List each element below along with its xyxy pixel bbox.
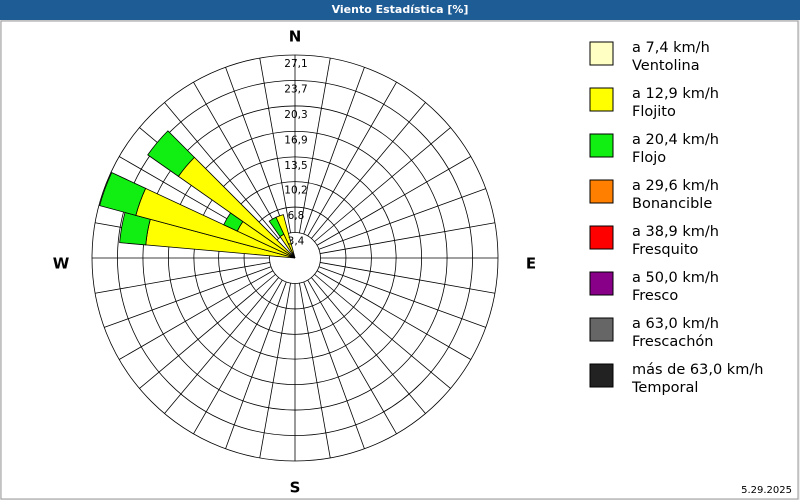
legend-description: Fresquito [632,242,699,258]
spoke [318,188,486,250]
spoke [225,67,287,235]
ring-label: 3,4 [288,236,305,248]
compass-label: E [526,255,536,273]
legend-label: más de 63,0 km/h [632,362,763,378]
spoke [95,262,270,294]
legend-description: Ventolina [632,58,700,74]
legend-swatch [589,317,614,342]
legend-label: a 29,6 km/h [632,178,719,194]
legend-swatch [589,133,614,158]
legend-label: a 38,9 km/h [632,224,719,240]
spoke [118,270,274,360]
ring [218,181,372,335]
legend-description: Bonancible [632,196,712,212]
spoke [164,102,279,239]
spoke [318,266,486,328]
spoke [314,127,451,242]
wedge [147,130,195,177]
spoke [303,67,365,235]
spoke [193,279,283,435]
spoke [311,102,426,239]
spoke [299,58,331,233]
chart-title: Viento Estadística [%] [332,3,469,16]
legend-label: a 12,9 km/h [632,86,719,102]
spoke [311,277,426,414]
title-bar [0,0,800,20]
legend-swatch [589,87,614,112]
legend-swatch [589,41,614,66]
compass-label: W [53,255,70,273]
legend-swatch [589,179,614,204]
ring-label: 27,1 [284,58,307,70]
ring [142,105,448,411]
legend-description: Fresco [632,288,678,304]
compass-label: N [289,28,302,46]
legend-label: a 20,4 km/h [632,132,719,148]
spoke [320,222,495,254]
ring [243,206,347,310]
compass-label: S [290,479,301,497]
ring-label: 16,9 [284,134,307,146]
ring-label: 10,2 [284,185,307,197]
spoke [303,281,365,449]
legend-swatch [589,225,614,250]
legend-description: Temporal [631,380,698,396]
spoke [259,58,291,233]
legend-label: a 50,0 km/h [632,270,719,286]
ring [193,156,397,360]
ring-label: 13,5 [284,160,307,172]
spoke [164,277,279,414]
legend-swatch [589,363,614,388]
wedge [275,214,296,259]
ring-label: 6,8 [288,210,305,222]
spoke [314,274,451,389]
spoke [316,270,472,360]
date: 5.29.2025 [741,485,792,496]
ring [168,131,422,385]
ring-label: 20,3 [284,109,307,121]
legend-swatch [589,271,614,296]
spoke [320,262,495,294]
ring-label: 23,7 [284,83,307,95]
spoke [139,274,276,389]
spoke [307,81,397,237]
legend-description: Flojo [632,150,666,166]
spoke [307,279,397,435]
ring [269,232,321,284]
plot-bg [0,20,799,500]
legend-description: Flojito [632,104,676,120]
legend-description: Frescachón [632,334,714,350]
wedge [99,171,147,216]
spoke [259,283,291,458]
spoke [299,283,331,458]
ring [117,80,473,436]
legend-label: a 7,4 km/h [632,40,710,56]
spoke [104,266,272,328]
ring [91,54,499,462]
spoke [316,156,472,246]
spoke [225,281,287,449]
legend-label: a 63,0 km/h [632,316,719,332]
spoke [193,81,283,237]
